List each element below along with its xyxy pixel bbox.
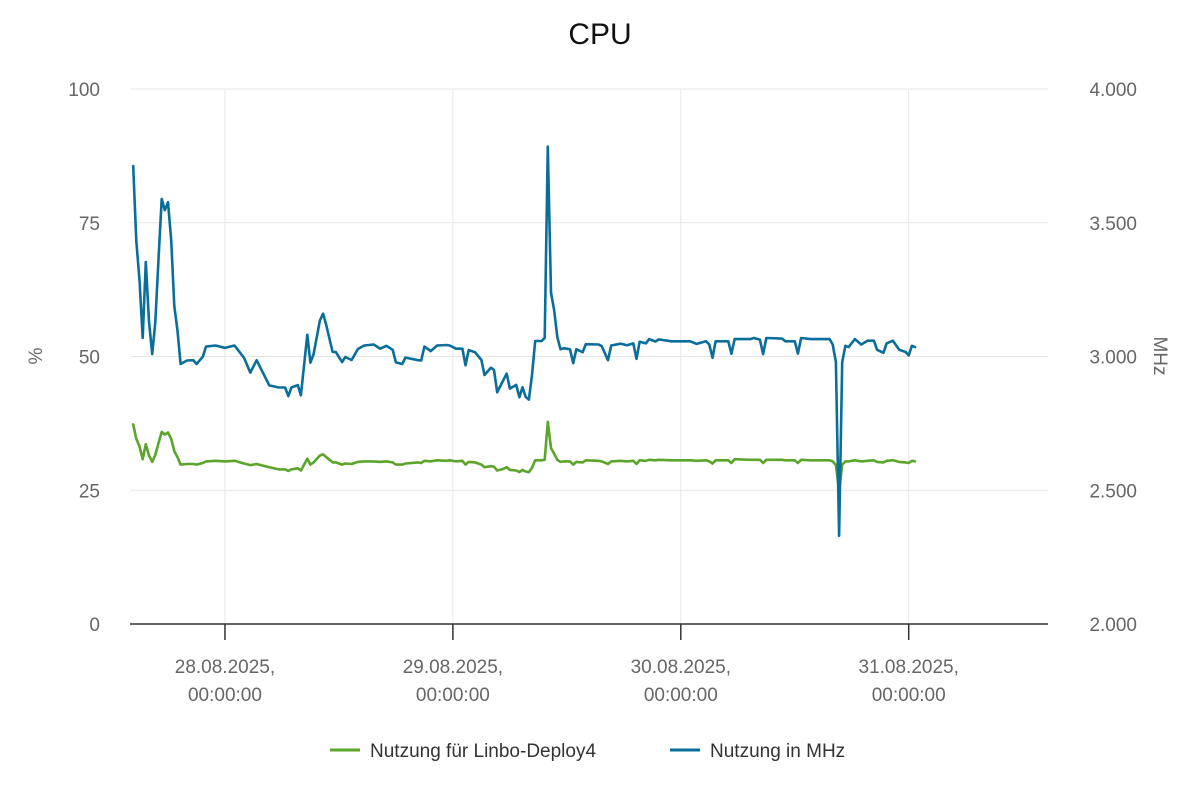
y-tick-left: 75	[79, 214, 100, 235]
x-tick-label: 00:00:00	[872, 685, 946, 706]
y-tick-left: 25	[79, 481, 100, 502]
x-tick-label: 28.08.2025,	[175, 657, 275, 678]
x-tick-label: 31.08.2025,	[859, 657, 959, 678]
chart-title: CPU	[568, 18, 631, 51]
x-tick-label: 00:00:00	[188, 685, 262, 706]
y-axis-left-label: %	[26, 347, 47, 364]
grid-lines	[130, 88, 1048, 624]
series-line-2	[131, 145, 917, 538]
y-tick-left: 50	[79, 348, 100, 369]
y-tick-right: 4.000	[1089, 80, 1137, 101]
x-tick-label: 30.08.2025,	[631, 657, 731, 678]
y-tick-right: 3.000	[1089, 348, 1137, 369]
y-tick-right: 2.500	[1089, 481, 1137, 502]
x-tick-label: 29.08.2025,	[403, 657, 503, 678]
legend: Nutzung für Linbo-Deploy4 Nutzung in MHz	[330, 741, 845, 762]
legend-label: Nutzung für Linbo-Deploy4	[370, 741, 596, 762]
y-tick-left: 100	[68, 80, 100, 101]
y-tick-right: 2.000	[1089, 615, 1137, 636]
series-lines	[131, 145, 917, 538]
y-tick-left: 0	[89, 615, 100, 636]
y-axis-right-label: MHz	[1149, 336, 1170, 375]
x-tick-label: 00:00:00	[644, 685, 718, 706]
y-tick-right: 3.500	[1089, 214, 1137, 235]
x-tick-label: 00:00:00	[416, 685, 490, 706]
series-line-1	[131, 420, 917, 493]
axes: 0 2.000 25 2.500 50 3.000 75 3.500 100 4.000 28.08…	[68, 80, 1137, 706]
legend-label: Nutzung in MHz	[710, 741, 845, 762]
